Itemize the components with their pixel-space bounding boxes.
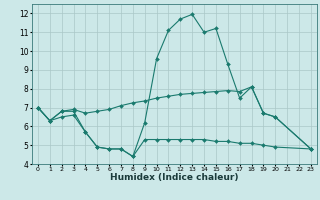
X-axis label: Humidex (Indice chaleur): Humidex (Indice chaleur) bbox=[110, 173, 239, 182]
